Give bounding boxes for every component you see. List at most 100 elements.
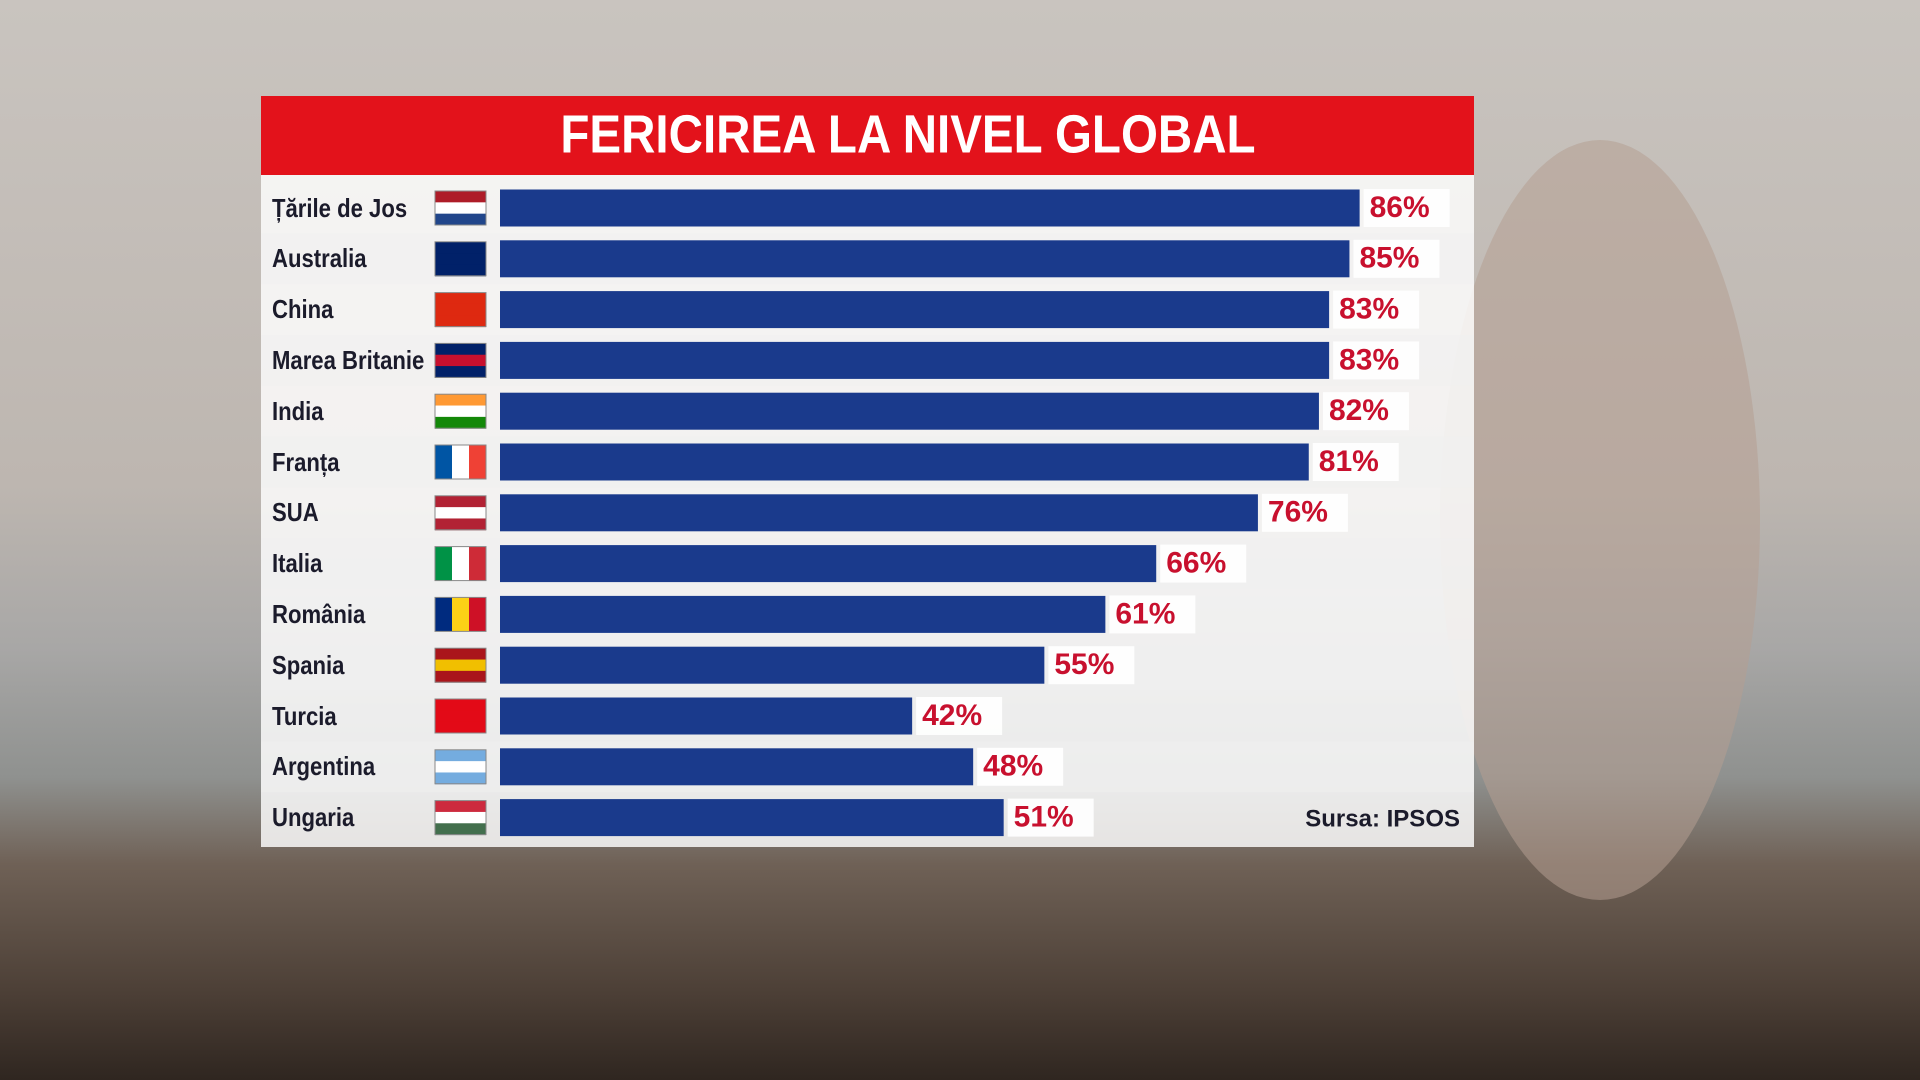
flag (435, 202, 486, 215)
category-label: Ungaria (272, 802, 355, 833)
value-label: 76% (1268, 496, 1328, 529)
value-label: 51% (1014, 801, 1074, 834)
flag (435, 303, 486, 316)
bar (500, 392, 1319, 430)
flag (435, 648, 486, 661)
flag-border (434, 241, 487, 277)
bar (500, 240, 1350, 278)
category-label: Australia (272, 243, 367, 274)
category-label: Argentina (272, 751, 376, 782)
category-label: China (272, 294, 334, 325)
value-label-bg (1109, 595, 1196, 634)
flag (435, 343, 486, 356)
flag (435, 546, 453, 581)
category-label: Turcia (272, 700, 337, 731)
flag (435, 394, 486, 407)
value-label-bg (1312, 443, 1399, 481)
title-bar (261, 96, 1474, 175)
value-label: 48% (983, 750, 1043, 783)
flag (435, 292, 486, 305)
flag (435, 315, 486, 328)
flag (452, 546, 470, 581)
flag (435, 191, 486, 203)
flag (435, 405, 486, 418)
category-label: Țările de Jos (272, 192, 408, 223)
flag (435, 721, 486, 734)
value-label: 55% (1054, 648, 1114, 681)
value-label: 81% (1319, 445, 1379, 478)
flag (435, 213, 486, 226)
flag (435, 253, 486, 265)
flag-border (434, 698, 487, 734)
flag (435, 507, 486, 519)
source: Sursa: IPSOS (1305, 805, 1460, 832)
value-label-bg (977, 747, 1064, 786)
bar (500, 799, 1004, 837)
bar (500, 189, 1360, 227)
flag-border (434, 495, 487, 531)
category-label: India (272, 395, 324, 426)
flag-border (434, 444, 487, 480)
flag (435, 670, 486, 683)
bar (500, 443, 1309, 481)
flag-border (434, 596, 487, 632)
flag (435, 518, 486, 531)
flag (452, 597, 470, 632)
value-label: 66% (1166, 547, 1226, 580)
value-label: 82% (1329, 394, 1389, 427)
value-label-bg (1261, 493, 1348, 532)
flag (435, 772, 486, 785)
bar (500, 748, 974, 786)
value-label-bg (1333, 290, 1420, 329)
flag-border (434, 647, 487, 683)
flag (435, 659, 486, 672)
flag (435, 699, 486, 711)
flag (435, 749, 486, 762)
flag (435, 264, 486, 277)
value-label-bg (916, 697, 1003, 735)
flag (452, 445, 470, 479)
category-label: Marea Britanie (272, 345, 425, 376)
flag (435, 800, 486, 813)
bar (500, 697, 913, 735)
flag-border (434, 800, 487, 836)
value-label-bg (1160, 544, 1247, 583)
flag (435, 416, 486, 429)
value-label: 83% (1339, 293, 1399, 326)
value-label-bg (1333, 341, 1420, 380)
value-label-bg (1048, 646, 1135, 685)
value-label: 86% (1370, 191, 1430, 224)
flag (435, 445, 453, 479)
flag (435, 354, 486, 367)
flag-border (434, 190, 487, 226)
flag (469, 546, 487, 581)
value-label: 61% (1115, 597, 1175, 630)
bar (500, 646, 1045, 684)
category-label: Spania (272, 649, 345, 680)
chart-title: FERICIREA LA NIVEL GLOBAL (560, 103, 1255, 164)
value-label-bg (1007, 798, 1094, 837)
category-label: Italia (272, 548, 323, 579)
flag (435, 241, 486, 254)
bar (500, 595, 1106, 633)
value-label-bg (1363, 189, 1450, 227)
flag (435, 761, 486, 773)
category-label: România (272, 599, 366, 630)
value-label: 85% (1359, 242, 1419, 275)
flag (435, 811, 486, 824)
value-label-bg (1353, 239, 1440, 278)
flag (435, 823, 486, 836)
flag-border (434, 342, 487, 378)
bar (500, 545, 1157, 583)
flag (435, 366, 486, 378)
flag (435, 710, 486, 723)
value-label: 83% (1339, 343, 1399, 376)
flag-border (434, 292, 487, 328)
flag (435, 495, 486, 508)
bar (500, 494, 1258, 532)
value-label: 42% (922, 699, 982, 732)
flag (435, 597, 453, 632)
category-label: Franța (272, 446, 340, 477)
